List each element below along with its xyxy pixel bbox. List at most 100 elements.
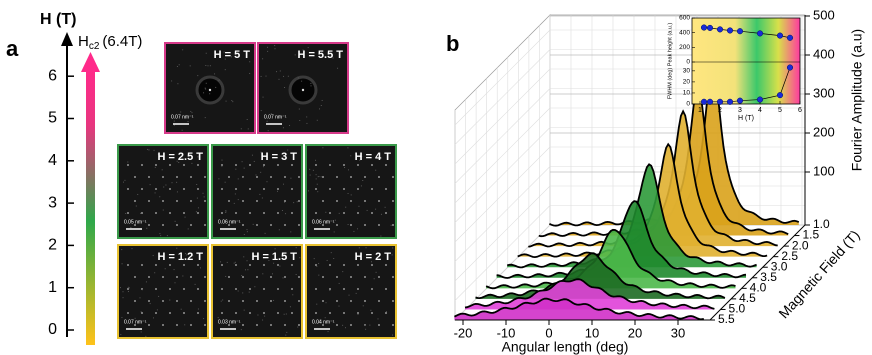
image-noise	[203, 318, 205, 320]
image-noise	[310, 85, 312, 87]
image-noise	[330, 252, 332, 254]
image-noise	[248, 291, 250, 293]
image-spot	[127, 288, 129, 290]
micrograph: H = 1.5 T 0.03 nm⁻¹	[211, 244, 303, 339]
image-noise	[355, 292, 357, 294]
image-frame	[305, 244, 397, 339]
image-noise	[313, 258, 315, 260]
image-spot	[336, 200, 338, 202]
image-noise	[185, 252, 187, 254]
image-spot	[176, 324, 178, 326]
image-spot	[162, 176, 164, 178]
image-spot	[176, 276, 178, 278]
slice-area	[464, 279, 715, 310]
image-noise	[350, 194, 352, 196]
image-noise	[260, 75, 262, 77]
image-noise	[293, 202, 295, 204]
image-spot	[336, 276, 338, 278]
image-noise	[247, 269, 249, 271]
scale-label: 0.03 nm⁻¹	[218, 319, 241, 325]
image-spot	[176, 300, 178, 302]
image-noise	[320, 176, 322, 178]
image-spot	[141, 164, 143, 166]
left-grid	[454, 49, 551, 145]
image-spot	[284, 200, 286, 202]
image-noise	[127, 286, 129, 288]
image-noise	[344, 167, 346, 169]
image-noise	[152, 317, 154, 319]
image-noise	[255, 174, 257, 176]
image-noise	[204, 87, 206, 89]
image-spot	[155, 288, 157, 290]
image-noise	[233, 262, 235, 264]
image-spot	[162, 276, 164, 278]
image-spot	[371, 312, 373, 314]
image-noise	[180, 308, 182, 310]
image-spot	[392, 276, 394, 278]
image-spot	[221, 288, 223, 290]
image-spot	[315, 312, 317, 314]
image-spot	[148, 324, 150, 326]
image-noise	[342, 271, 344, 273]
image-noise	[139, 297, 141, 299]
image-noise	[347, 169, 349, 171]
inset-point	[776, 32, 784, 39]
inset-point	[756, 30, 764, 37]
micrograph: H = 1.2 T 0.07 nm⁻¹	[117, 244, 209, 339]
image-noise	[192, 255, 194, 257]
image-noise	[278, 229, 280, 231]
image-spot	[350, 276, 352, 278]
image-spot	[249, 312, 251, 314]
image-noise	[197, 75, 199, 77]
image-noise	[249, 61, 251, 63]
image-noise	[209, 65, 211, 67]
image-noise	[373, 278, 375, 280]
image-noise	[148, 149, 150, 151]
image-noise	[315, 174, 317, 176]
panel-label: a	[6, 36, 19, 61]
image-spot	[169, 188, 171, 190]
image-spot	[162, 224, 164, 226]
hc2-value: (6.4T)	[102, 33, 142, 50]
image-spot	[249, 264, 251, 266]
image-frame	[117, 144, 209, 239]
image-noise	[253, 160, 255, 162]
image-spot	[141, 312, 143, 314]
tick-label: 0	[48, 321, 57, 338]
image-noise	[329, 289, 331, 291]
image-noise	[380, 235, 382, 237]
depth-tick-label: 4.5	[739, 291, 756, 305]
image-noise	[350, 155, 352, 157]
image-dot	[301, 88, 305, 92]
image-noise	[127, 291, 129, 293]
image-noise	[266, 181, 268, 183]
tick-label: 2	[48, 237, 57, 254]
image-noise	[122, 297, 124, 299]
image-spot	[176, 224, 178, 226]
depth-tick-label: 2.0	[792, 238, 809, 252]
image-noise	[220, 261, 222, 263]
depth-tick-label: 3.5	[760, 270, 777, 284]
image-spot	[221, 164, 223, 166]
image-noise	[257, 314, 259, 316]
image-noise	[289, 306, 291, 308]
image-spot	[298, 324, 300, 326]
image-spot	[350, 224, 352, 226]
image-spot	[336, 176, 338, 178]
image-noise	[359, 159, 361, 161]
image-noise	[141, 289, 143, 291]
image-spot	[277, 164, 279, 166]
image-label: H = 2.5 T	[157, 151, 203, 163]
image-spot	[357, 164, 359, 166]
image-spot	[343, 312, 345, 314]
image-spot	[256, 324, 258, 326]
image-spot	[270, 176, 272, 178]
image-spot	[190, 276, 192, 278]
inset-x-label: 3	[738, 107, 742, 114]
image-spot	[162, 324, 164, 326]
image-noise	[173, 269, 175, 271]
image-noise	[209, 93, 211, 95]
image-spot	[336, 300, 338, 302]
image-spot	[148, 276, 150, 278]
